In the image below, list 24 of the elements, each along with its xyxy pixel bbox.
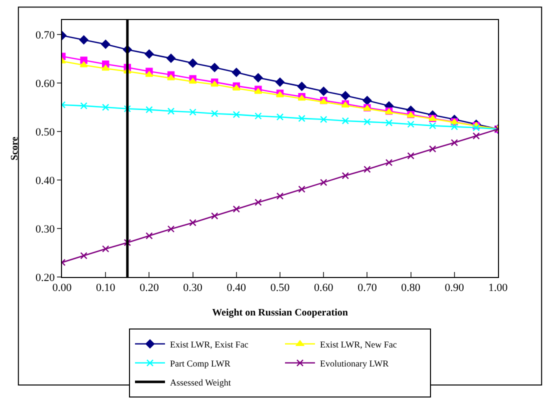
y-tick-label: 0.50 bbox=[36, 126, 56, 138]
legend-label: Part Comp LWR bbox=[170, 358, 230, 368]
y-tick-label: 0.60 bbox=[36, 78, 56, 90]
legend-label: Assessed Weight bbox=[170, 377, 232, 388]
legend-label: Evolutionary LWR bbox=[320, 358, 389, 368]
x-tick-label: 0.10 bbox=[96, 282, 116, 294]
x-tick-label: 0.60 bbox=[314, 282, 334, 294]
legend-label: Exist LWR, Exist Fac bbox=[170, 339, 248, 350]
x-tick-label: 0.00 bbox=[52, 282, 72, 294]
x-tick-label: 0.90 bbox=[444, 282, 465, 294]
x-tick-label: 0.70 bbox=[358, 282, 378, 294]
x-tick-label: 0.40 bbox=[226, 282, 247, 294]
y-tick-label: 0.40 bbox=[36, 174, 56, 187]
x-tick-label: 0.80 bbox=[401, 282, 421, 294]
legend-label: Exist LWR, New Fac bbox=[320, 339, 397, 350]
y-axis-title: Score bbox=[10, 136, 21, 160]
y-tick-label: 0.30 bbox=[36, 223, 56, 236]
x-tick-label: 0.50 bbox=[270, 282, 290, 294]
y-tick-label: 0.20 bbox=[36, 272, 56, 284]
x-tick-label: 1.00 bbox=[488, 282, 508, 294]
x-tick-label: 0.30 bbox=[183, 282, 203, 294]
x-axis-title: Weight on Russian Cooperation bbox=[212, 308, 348, 319]
y-tick-label: 0.70 bbox=[36, 29, 56, 42]
x-tick-label: 0.20 bbox=[140, 282, 160, 294]
